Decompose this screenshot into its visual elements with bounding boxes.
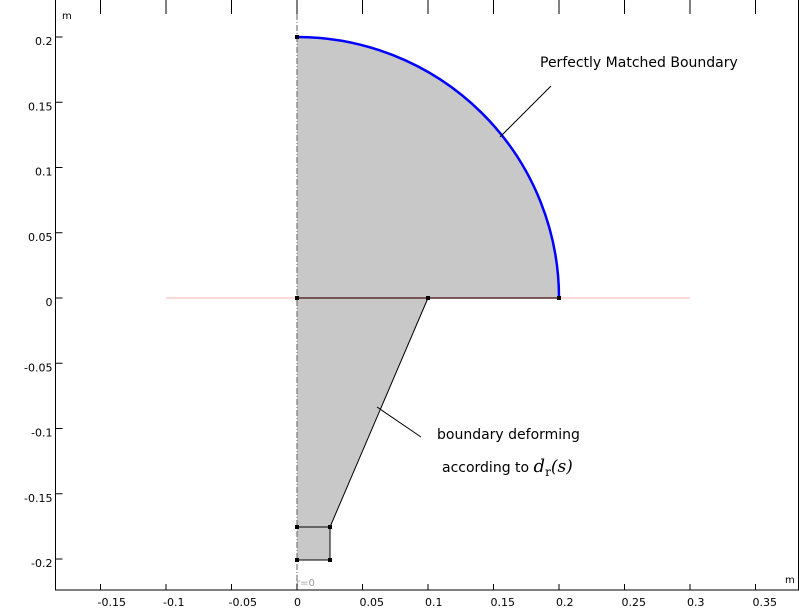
- deform-leader-line: [376, 406, 422, 438]
- vertex: [328, 558, 332, 562]
- deform-label-prefix: according to: [442, 460, 534, 476]
- x-tick-label: -0.05: [229, 596, 257, 609]
- y-tick-label: -0.05: [24, 361, 52, 374]
- pml-boundary-arc: [296, 35, 561, 299]
- x-tick-label: 0.3: [687, 596, 705, 609]
- edge-slant: [329, 297, 429, 528]
- x-unit-label: m: [785, 575, 795, 586]
- vertex: [328, 525, 332, 529]
- y-tick-label: 0.05: [28, 231, 53, 244]
- axis-r0-label: r=0: [296, 578, 315, 589]
- x-axis-ticks: -0.15 -0.1 -0.05 0 0.05 0.1 0.15 0.2 0.25 0.3 0.35: [98, 0, 778, 609]
- lower-domain: [297, 298, 428, 527]
- vertex: [295, 296, 299, 300]
- y-tick-label: -0.2: [31, 557, 52, 570]
- y-tick-label: 0: [46, 296, 53, 309]
- x-tick-label: 0: [294, 596, 301, 609]
- x-tick-label: 0.15: [491, 596, 516, 609]
- pml-leader-line: [499, 85, 552, 138]
- y-axis-ticks: 0.2 0.15 0.1 0.05 0 -0.05 -0.1 -0.15 -0.2: [24, 35, 63, 570]
- vertex: [295, 525, 299, 529]
- vertex: [426, 296, 430, 300]
- deform-math-arg: (s): [551, 457, 573, 477]
- vertex: [295, 558, 299, 562]
- x-tick-label: 0.2: [556, 596, 574, 609]
- y-tick-label: -0.1: [31, 427, 52, 440]
- deform-label-line1: boundary deforming: [437, 427, 580, 443]
- y-tick-label: 0.1: [35, 166, 53, 179]
- upper-domain: [297, 37, 559, 298]
- x-tick-label: -0.15: [98, 596, 126, 609]
- x-tick-label: 0.05: [360, 596, 385, 609]
- deform-math-sub: r: [545, 465, 551, 479]
- vertex: [295, 35, 299, 39]
- bottom-rect-domain: [297, 527, 330, 560]
- x-tick-label: 0.1: [425, 596, 443, 609]
- y-tick-label: -0.15: [24, 492, 52, 505]
- vertices: [295, 35, 561, 562]
- pml-label: Perfectly Matched Boundary: [540, 55, 738, 71]
- y-tick-label: 0.15: [28, 100, 53, 113]
- x-tick-label: 0.35: [753, 596, 778, 609]
- vertex: [557, 296, 561, 300]
- y-unit-label: m: [62, 11, 72, 22]
- y-tick-label: 0.2: [35, 35, 53, 48]
- x-tick-label: 0.25: [622, 596, 647, 609]
- deform-math-d: d: [534, 456, 546, 477]
- x-tick-label: -0.1: [163, 596, 184, 609]
- deform-label-line2: according to dr(s): [442, 456, 573, 479]
